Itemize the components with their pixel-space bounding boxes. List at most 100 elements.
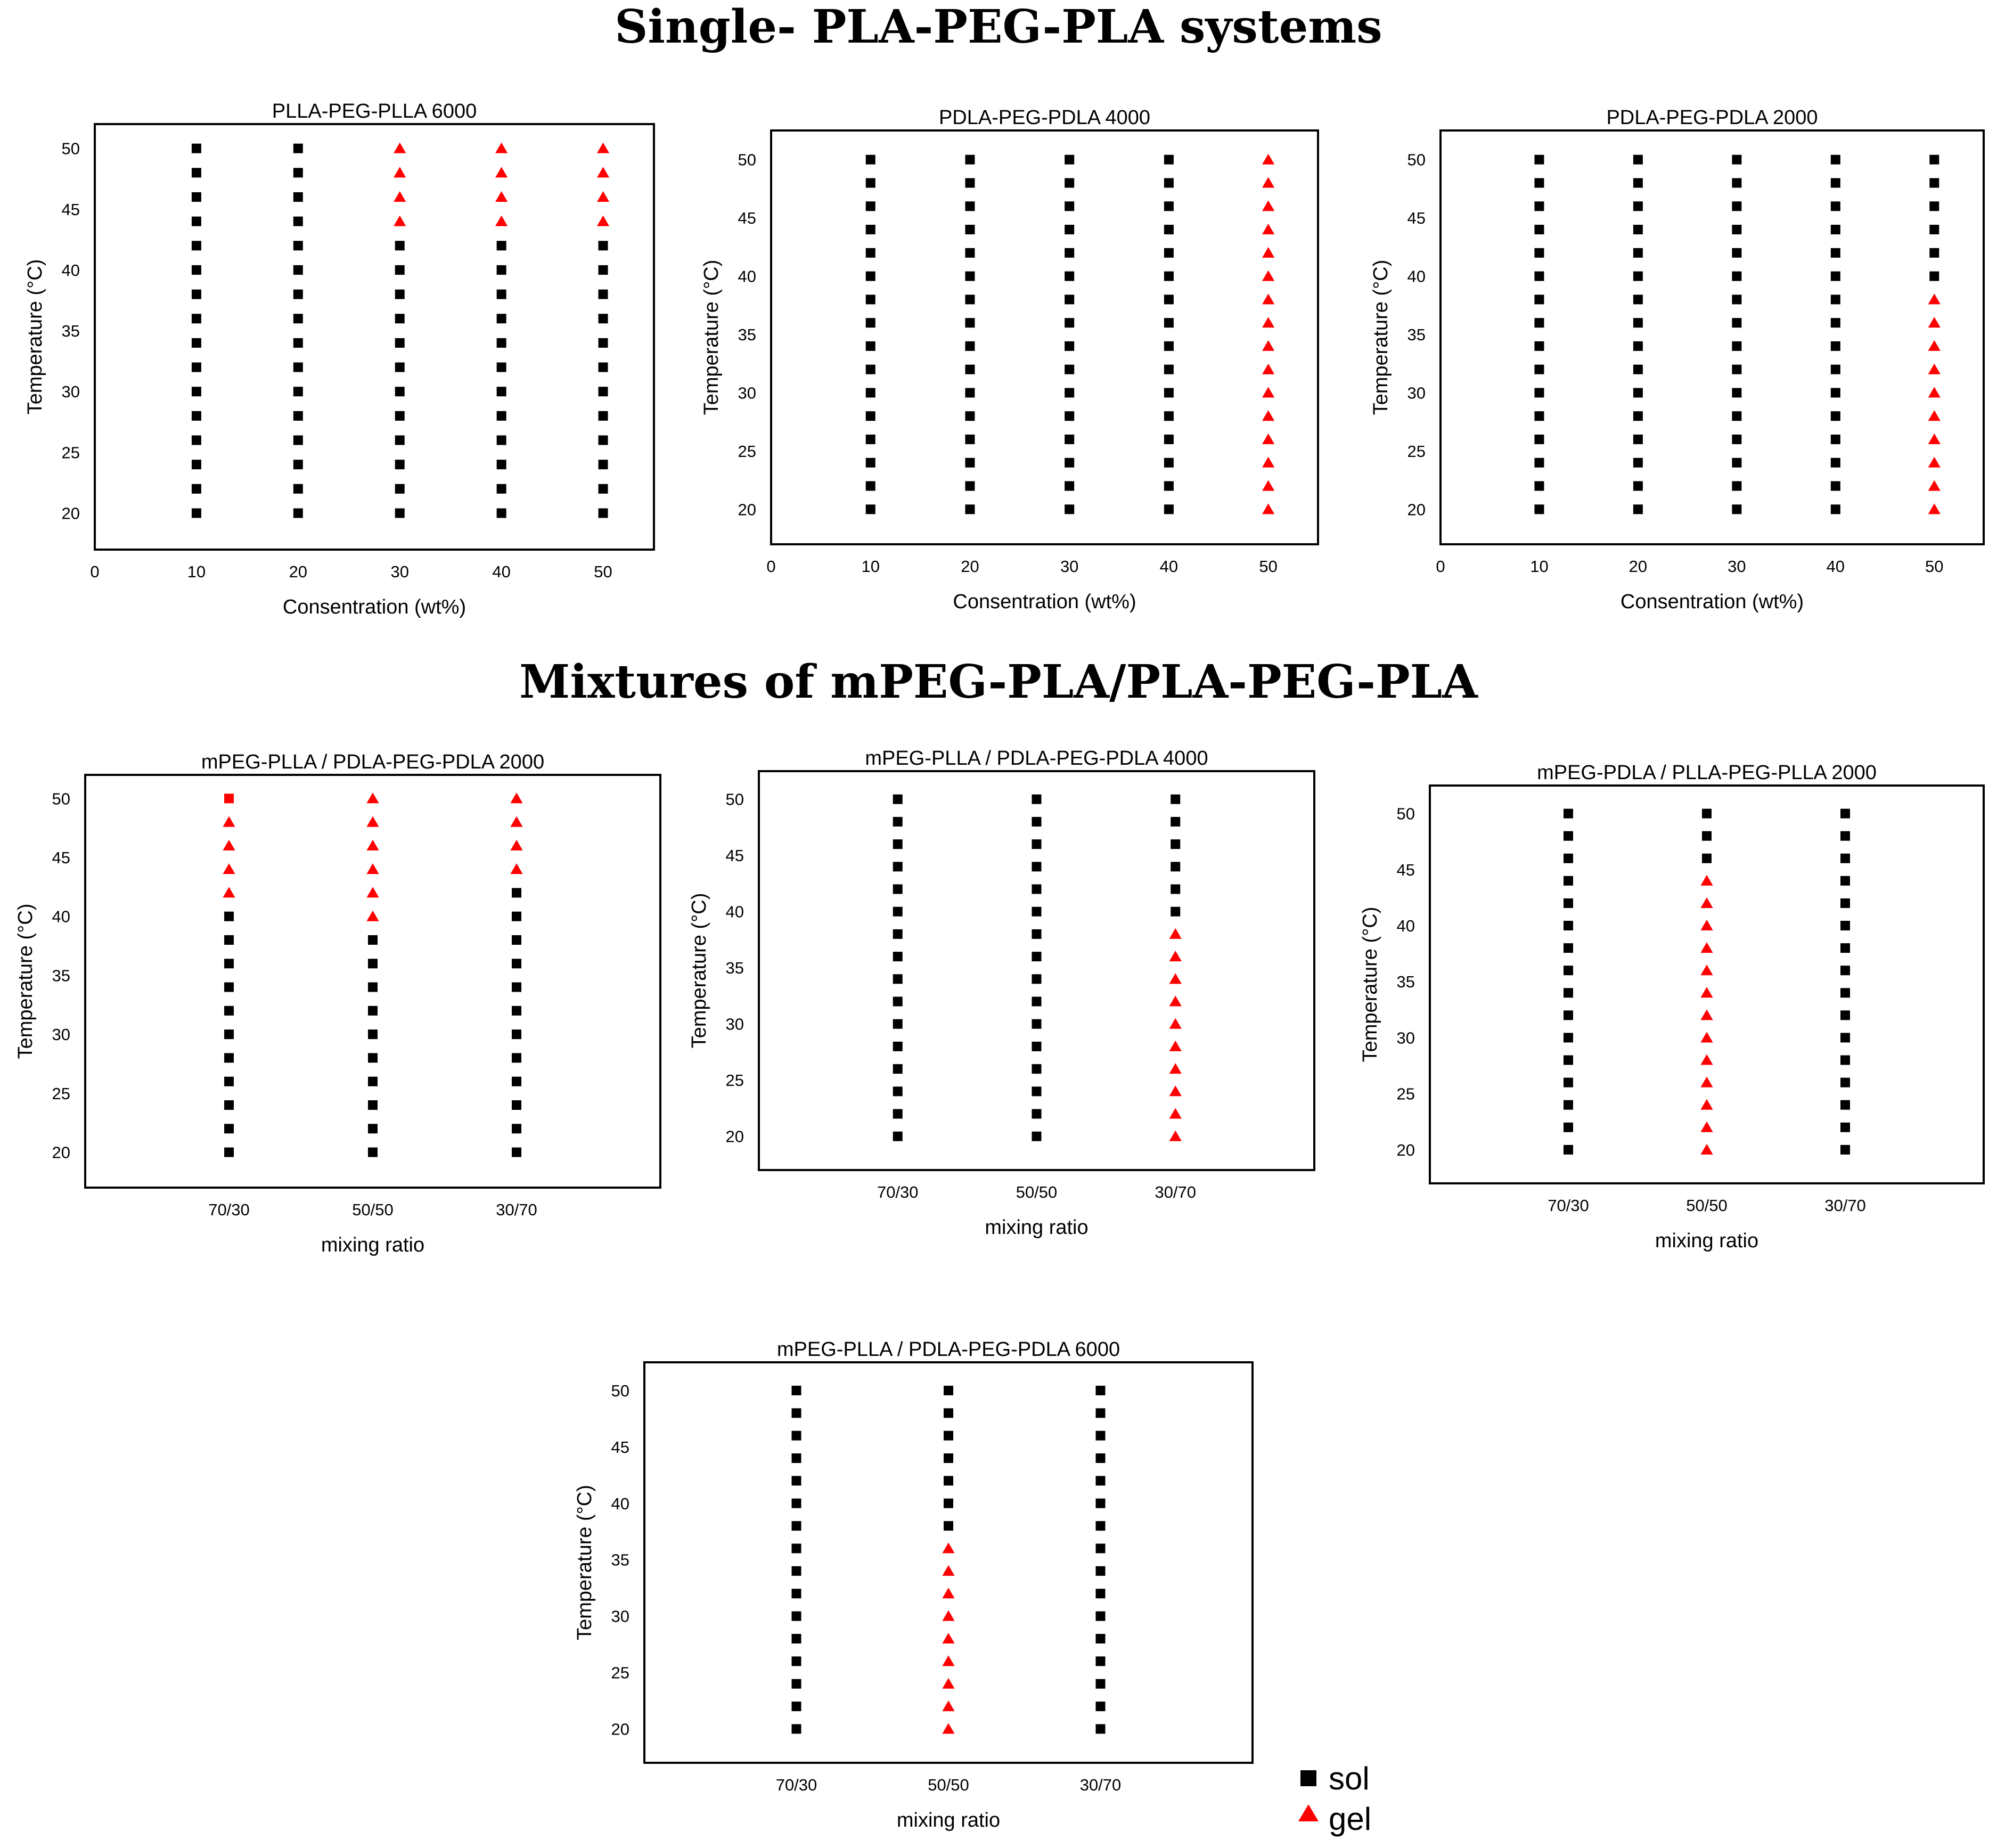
data-point-sol <box>1534 364 1544 374</box>
data-point-gel <box>1169 1018 1182 1029</box>
data-point-sol <box>965 341 975 351</box>
data-point-sol <box>865 341 875 351</box>
data-point-gel <box>1928 317 1941 328</box>
data-point-sol <box>1564 1010 1573 1020</box>
data-point-gel <box>1262 340 1275 351</box>
x-axis-label: mixing ratio <box>321 1234 424 1256</box>
data-point-sol <box>1633 504 1643 514</box>
y-tick-label: 40 <box>1407 267 1426 286</box>
legend-sol-marker <box>1300 1770 1316 1786</box>
data-point-sol <box>1534 435 1544 445</box>
data-point-sol <box>1065 388 1075 398</box>
y-tick-label: 25 <box>52 1084 70 1103</box>
data-point-sol <box>1929 248 1939 258</box>
data-point-sol <box>1840 808 1850 819</box>
data-point-sol <box>293 168 303 178</box>
data-point-sol <box>865 178 875 188</box>
data-point-sol <box>965 504 975 514</box>
data-point-sol <box>1534 178 1544 188</box>
x-axis-label: mixing ratio <box>985 1216 1088 1239</box>
y-tick-label: 35 <box>726 959 744 977</box>
data-point-sol <box>1095 1543 1106 1553</box>
data-point-sol <box>1534 295 1544 305</box>
y-tick-label: 40 <box>52 907 70 926</box>
y-tick-label: 50 <box>1397 805 1415 823</box>
data-point-sol <box>368 1005 378 1016</box>
data-point-sol <box>1065 295 1075 305</box>
data-point-sol <box>395 435 405 445</box>
data-point-gel <box>942 1723 955 1734</box>
data-point-sol <box>1095 1656 1106 1666</box>
data-point-sol <box>1095 1408 1106 1418</box>
y-tick-label: 50 <box>52 789 70 808</box>
y-tick-label: 35 <box>1397 972 1415 991</box>
data-point-sol <box>1164 225 1174 235</box>
y-tick-label: 30 <box>738 383 756 402</box>
y-tick-label: 40 <box>62 261 80 280</box>
data-point-gel <box>1928 340 1941 351</box>
data-point-gel <box>1169 1063 1182 1074</box>
data-point-gel <box>1700 1076 1713 1087</box>
data-point-sol <box>224 982 234 992</box>
data-point-sol <box>893 1064 903 1074</box>
data-point-gel <box>1169 928 1182 939</box>
data-point-sol <box>496 484 506 494</box>
data-point-sol <box>598 435 608 445</box>
data-point-sol <box>191 484 201 494</box>
chart-title: PLLA-PEG-PLLA 6000 <box>272 100 477 122</box>
data-point-gel <box>596 215 610 226</box>
data-point-gel-square <box>224 794 234 804</box>
x-tick-label: 40 <box>492 562 510 581</box>
data-point-sol <box>1840 1144 1850 1155</box>
y-tick-label: 20 <box>611 1720 629 1738</box>
data-point-sol <box>1840 943 1850 953</box>
data-point-sol <box>1095 1633 1106 1643</box>
data-point-sol <box>1171 816 1181 827</box>
data-point-sol <box>893 1109 903 1119</box>
data-point-sol <box>496 362 506 372</box>
legend-gel-marker <box>1298 1804 1319 1821</box>
data-point-gel <box>495 167 508 178</box>
y-tick-label: 20 <box>62 504 80 523</box>
data-point-sol <box>224 1053 234 1063</box>
section-title-mixtures: Mixtures of mPEG-PLA/PLA-PEG-PLA <box>519 655 1478 709</box>
data-point-sol <box>791 1589 801 1599</box>
data-point-sol <box>1095 1702 1106 1712</box>
data-point-sol <box>368 935 378 945</box>
data-point-gel <box>1262 456 1275 468</box>
data-point-gel <box>1262 200 1275 211</box>
data-point-sol <box>368 1029 378 1040</box>
x-tick-label: 30/70 <box>496 1200 537 1219</box>
data-point-sol <box>1732 271 1742 281</box>
data-point-sol <box>1534 154 1544 165</box>
data-point-sol <box>1032 839 1042 849</box>
data-point-sol <box>1032 974 1042 984</box>
data-point-gel <box>1262 410 1275 421</box>
x-tick-label: 50/50 <box>1016 1183 1058 1201</box>
data-point-gel <box>1262 293 1275 305</box>
data-point-sol <box>1164 364 1174 374</box>
x-tick-label: 10 <box>861 557 879 576</box>
data-point-gel <box>1700 964 1713 976</box>
data-point-sol <box>1164 295 1174 305</box>
x-tick-label: 40 <box>1827 557 1845 576</box>
data-point-sol <box>1032 1131 1042 1141</box>
x-tick-label: 50 <box>594 562 612 581</box>
data-point-sol <box>1830 388 1840 398</box>
data-point-sol <box>1534 504 1544 514</box>
x-tick-label: 30 <box>1728 557 1746 576</box>
data-point-sol <box>395 484 405 494</box>
data-point-sol <box>496 265 506 275</box>
charts-layer: PLLA-PEG-PLLA 6000 20 25 30 35 40 45 50 0 10 20 30 4… <box>14 100 1985 1831</box>
data-point-sol <box>944 1476 953 1486</box>
data-point-sol <box>395 265 405 275</box>
data-point-sol <box>944 1521 953 1531</box>
data-point-gel <box>1700 1099 1713 1110</box>
data-point-gel <box>495 215 508 226</box>
plot-frame <box>94 123 655 551</box>
data-point-sol <box>1732 388 1742 398</box>
data-point-sol <box>293 508 303 518</box>
data-point-sol <box>293 411 303 421</box>
plot-frame <box>758 770 1315 1171</box>
y-tick-label: 40 <box>726 903 744 921</box>
